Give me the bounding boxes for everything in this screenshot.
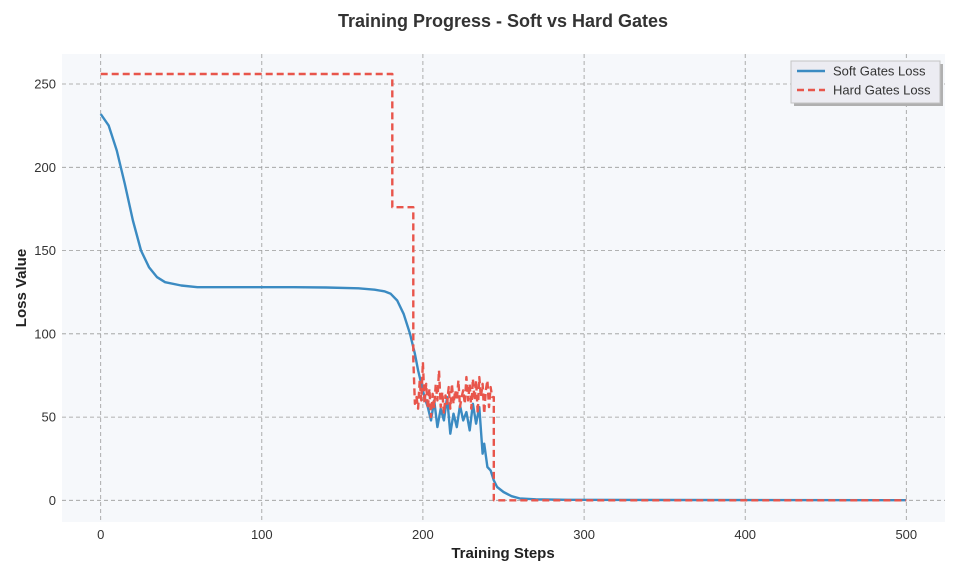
legend-soft-gates-label: Soft Gates Loss [833, 64, 926, 79]
x-axis-label: Training Steps [451, 545, 554, 562]
y-axis-label: Loss Value [13, 249, 30, 327]
y-tick-label: 250 [34, 77, 56, 92]
hard-gates-loss-line [100, 72, 907, 502]
x-tick-label: 200 [412, 527, 434, 542]
y-tick-label: 50 [42, 410, 56, 425]
x-tick-label: 0 [97, 527, 104, 542]
x-tick-label: 300 [573, 527, 595, 542]
y-tick-label: 200 [34, 160, 56, 175]
chart-title: Training Progress - Soft vs Hard Gates [338, 11, 668, 31]
tick-labels: 0 100 200 300 400 500 0 50 100 150 200 250 [34, 77, 917, 543]
x-tick-label: 400 [734, 527, 756, 542]
legend-box [790, 60, 941, 104]
x-tick-label: 500 [895, 527, 917, 542]
y-tick-label: 150 [34, 243, 56, 258]
y-tick-label: 100 [34, 326, 56, 341]
y-tick-label: 0 [49, 493, 56, 508]
soft-gates-loss-line [99, 113, 907, 502]
legend: Soft Gates Loss Hard Gates Loss [790, 60, 943, 106]
legend-hard-gates-label: Hard Gates Loss [833, 83, 931, 98]
x-tick-label: 100 [251, 527, 273, 542]
series-lines [99, 72, 907, 502]
